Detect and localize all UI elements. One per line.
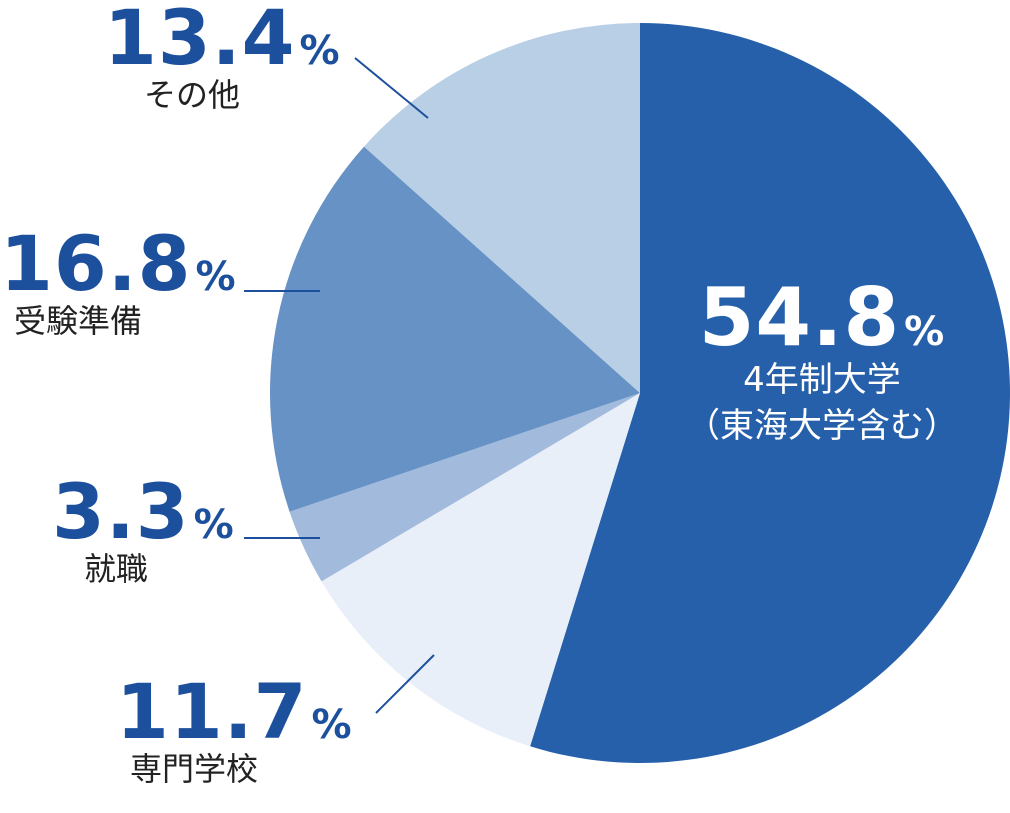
slice-value: 54.8% [698,271,946,364]
slice-label-vocational: 11.7% 専門学校 [116,667,366,789]
slice-category: 受験準備 [14,302,143,340]
slice-category: 専門学校 [130,750,259,788]
leader-line-other [354,57,429,119]
leader-line-vocational [375,654,435,714]
slice-label-university: 54.8% 4年制大学 （東海大学含む） [672,278,972,450]
slice-employment [289,393,640,582]
slice-university [530,23,1010,763]
slice-value: 3.3% [52,467,235,556]
slice-category: 4年制大学 [743,360,901,400]
slice-category-note: （東海大学含む） [686,405,958,446]
slice-value: 16.8% [0,219,237,308]
slice-exam-prep [269,146,640,512]
slice-vocational [321,393,640,747]
slice-label-exam-prep: 16.8% 受験準備 [0,219,240,341]
slice-value: 13.4% [104,0,341,82]
slice-value: 11.7% [116,667,353,756]
slice-label-other: 13.4% その他 [104,0,354,114]
slice-category: 就職 [84,550,149,588]
slice-label-employment: 3.3% 就職 [52,467,242,589]
slice-category: その他 [144,76,241,114]
slice-other [364,23,640,393]
